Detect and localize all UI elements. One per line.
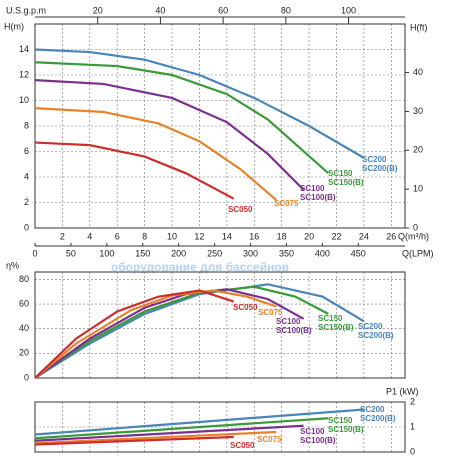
- x2-tick-label: 0: [32, 248, 37, 258]
- x-tick-label: 16: [249, 231, 259, 241]
- x-tick-label: 8: [142, 231, 147, 241]
- y-tick-label: 0: [24, 222, 29, 232]
- y-tick-label: 1: [410, 421, 415, 431]
- y-axis-label: P1 (kW): [386, 386, 419, 396]
- series-line: [34, 417, 329, 440]
- x2-axis-label: Q(LPM): [402, 248, 434, 258]
- series-label: SC075: [258, 308, 283, 317]
- x-tick-label: 20: [304, 231, 314, 241]
- y-tick-label: 4: [24, 171, 29, 181]
- y2-tick-label: 20: [413, 145, 423, 155]
- plot-frame: [34, 401, 406, 453]
- x2-tick-label: 450: [351, 248, 366, 258]
- series-line: [34, 430, 277, 445]
- series-label: SC150(B): [328, 178, 364, 187]
- series-label: SC200: [358, 322, 383, 331]
- series-line: [34, 424, 304, 442]
- series-label: SC050: [230, 441, 255, 450]
- series-line: [34, 79, 305, 191]
- x-tick-label: 24: [359, 231, 369, 241]
- y-axis-label: η%: [6, 260, 19, 270]
- y-tick-label: 6: [24, 146, 29, 156]
- y-tick-label: 14: [19, 44, 29, 54]
- series-label: SC200: [362, 155, 387, 164]
- top-tick-label: 100: [341, 5, 356, 15]
- y-tick-label: 0: [24, 372, 29, 382]
- y2-tick-label: 0: [413, 222, 418, 232]
- x2-tick-label: 350: [279, 248, 294, 258]
- series-label: SC150: [328, 169, 353, 178]
- series-label: SC150: [318, 314, 343, 323]
- x-tick-label: 18: [277, 231, 287, 241]
- y-axis-label: H(m): [4, 21, 24, 31]
- series-label: SC200: [360, 405, 385, 414]
- series-line: [34, 435, 234, 446]
- series-label: SC100(B): [276, 326, 312, 335]
- series-label: SC200(B): [362, 164, 398, 173]
- x-tick-label: 2: [60, 231, 65, 241]
- series-line: [34, 48, 365, 159]
- y-tick-label: 8: [24, 120, 29, 130]
- top-tick-label: 40: [155, 5, 165, 15]
- y-tick-label: 80: [19, 274, 29, 284]
- x-tick-label: 14: [222, 231, 232, 241]
- series-label: SC100(B): [300, 193, 336, 202]
- x-tick-label: 4: [87, 231, 92, 241]
- top-tick-label: 20: [93, 5, 103, 15]
- x-tick-label: 6: [115, 231, 120, 241]
- x-tick-label: 22: [331, 231, 341, 241]
- series-label: SC200(B): [358, 331, 394, 340]
- y-tick-label: 40: [19, 323, 29, 333]
- series-label: SC150(B): [318, 323, 354, 332]
- series-label: SC075: [274, 199, 299, 208]
- plot-frame: [34, 23, 406, 229]
- x2-tick-label: 100: [99, 248, 114, 258]
- y2-axis-label: H(ft): [410, 22, 428, 32]
- x2-tick-label: 150: [135, 248, 150, 258]
- series-label: SC100: [300, 427, 325, 436]
- series-line: [34, 141, 235, 200]
- y2-tick-label: 10: [413, 184, 423, 194]
- series-label: SC050: [233, 303, 258, 312]
- y-tick-label: 60: [19, 298, 29, 308]
- x2-tick-label: 300: [243, 248, 258, 258]
- y-tick-label: 10: [19, 95, 29, 105]
- series-label: SC075: [257, 435, 282, 444]
- series-line: [34, 283, 365, 379]
- x2-tick-label: 400: [315, 248, 330, 258]
- top-tick-label: 60: [218, 5, 228, 15]
- series-label: SC100(B): [300, 436, 336, 445]
- series-line: [34, 289, 235, 379]
- series-label: SC100: [300, 184, 325, 193]
- series-label: SC200(B): [360, 414, 396, 423]
- series-label: SC100: [276, 317, 301, 326]
- y2-tick-label: 30: [413, 106, 423, 116]
- series-label: SC050: [228, 205, 253, 214]
- y-tick-label: 2: [410, 396, 415, 406]
- series-line: [34, 61, 329, 174]
- plot-frame: [34, 271, 406, 379]
- y-tick-label: 12: [19, 69, 29, 79]
- series-line: [34, 107, 277, 201]
- x2-tick-label: 250: [207, 248, 222, 258]
- x2-tick-label: 200: [171, 248, 186, 258]
- y2-tick-label: 40: [413, 67, 423, 77]
- y-tick-label: 20: [19, 348, 29, 358]
- y-tick-label: 0: [410, 446, 415, 456]
- series-line: [34, 408, 364, 436]
- x-axis-label: Q(m³/h): [398, 231, 429, 241]
- watermark: оборудование для бассейнов: [111, 260, 289, 274]
- y-tick-label: 2: [24, 197, 29, 207]
- series-label: SC150(B): [328, 425, 364, 434]
- x-tick-label: 12: [194, 231, 204, 241]
- x-tick-label: 26: [386, 231, 396, 241]
- top-tick-label: 80: [281, 5, 291, 15]
- x2-tick-label: 50: [66, 248, 76, 258]
- series-label: SC150: [328, 416, 353, 425]
- top-axis-label: U.S.g.p.m: [6, 5, 46, 15]
- x-tick-label: 10: [167, 231, 177, 241]
